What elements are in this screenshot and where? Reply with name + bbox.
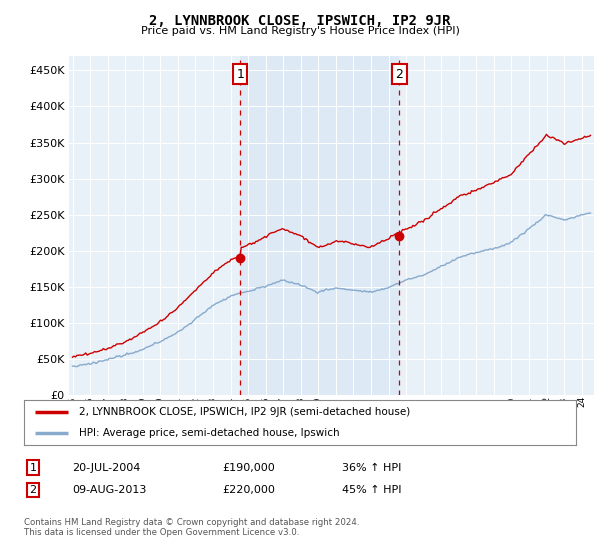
Text: HPI: Average price, semi-detached house, Ipswich: HPI: Average price, semi-detached house,… [79,428,340,438]
Text: 20-JUL-2004: 20-JUL-2004 [72,463,140,473]
Text: 09-AUG-2013: 09-AUG-2013 [72,485,146,495]
Bar [240,56,400,395]
Text: Contains HM Land Registry data © Crown copyright and database right 2024.
This d: Contains HM Land Registry data © Crown c… [24,518,359,538]
Text: 2, LYNNBROOK CLOSE, IPSWICH, IP2 9JR: 2, LYNNBROOK CLOSE, IPSWICH, IP2 9JR [149,14,451,28]
Text: 45% ↑ HPI: 45% ↑ HPI [342,485,401,495]
Text: 1: 1 [236,68,244,81]
Text: 2: 2 [29,485,37,495]
Text: £190,000: £190,000 [222,463,275,473]
Text: 1: 1 [29,463,37,473]
Text: £220,000: £220,000 [222,485,275,495]
Text: 36% ↑ HPI: 36% ↑ HPI [342,463,401,473]
Text: 2: 2 [395,68,403,81]
Text: Price paid vs. HM Land Registry's House Price Index (HPI): Price paid vs. HM Land Registry's House … [140,26,460,36]
Text: 2, LYNNBROOK CLOSE, IPSWICH, IP2 9JR (semi-detached house): 2, LYNNBROOK CLOSE, IPSWICH, IP2 9JR (se… [79,408,410,418]
